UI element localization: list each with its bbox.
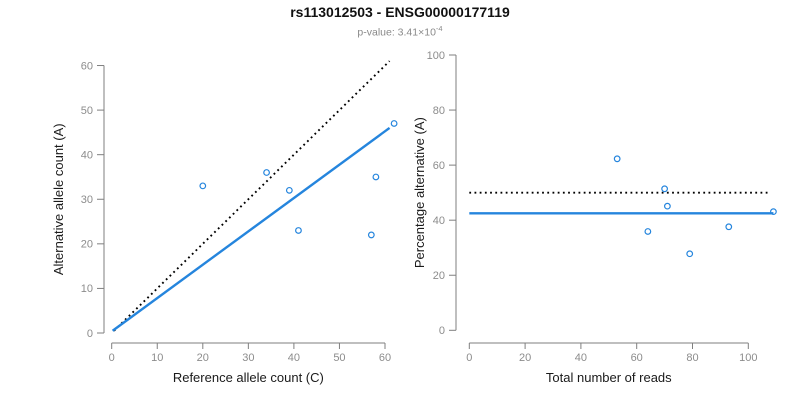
x-tick-label: 0 bbox=[109, 352, 115, 364]
x-tick-label: 60 bbox=[379, 352, 391, 364]
x-tick-label: 20 bbox=[197, 352, 209, 364]
y-tick-label: 0 bbox=[87, 328, 93, 340]
x-tick-label: 100 bbox=[739, 352, 757, 364]
y-tick-label: 20 bbox=[81, 239, 93, 251]
fit-line bbox=[111, 126, 391, 332]
data-point bbox=[613, 155, 621, 163]
chart-subtitle: p-value: 3.41×10-4 bbox=[0, 24, 800, 39]
data-point bbox=[285, 186, 293, 194]
y-axis-title: Percentage alternative (A) bbox=[412, 117, 427, 268]
x-tick-label: 30 bbox=[242, 352, 254, 364]
data-point bbox=[686, 250, 694, 258]
chart-title: rs113012503 - ENSG00000177119 bbox=[290, 4, 510, 20]
pvalue-exponent: -4 bbox=[435, 24, 443, 33]
x-tick-label: 50 bbox=[333, 352, 345, 364]
data-point bbox=[367, 231, 375, 239]
data-point bbox=[390, 120, 398, 127]
x-axis-title: Total number of reads bbox=[546, 370, 672, 385]
y-tick-label: 60 bbox=[81, 60, 93, 72]
data-point bbox=[199, 182, 207, 190]
data-point bbox=[725, 223, 733, 231]
data-point bbox=[663, 202, 671, 210]
x-tick-label: 20 bbox=[519, 352, 531, 364]
y-tick-label: 0 bbox=[439, 325, 445, 337]
data-point bbox=[372, 173, 380, 181]
x-tick-label: 10 bbox=[151, 352, 163, 364]
y-tick-label: 50 bbox=[81, 105, 93, 117]
data-point bbox=[770, 208, 777, 216]
data-point bbox=[263, 169, 270, 176]
x-tick-label: 40 bbox=[288, 352, 300, 364]
x-axis-title: Reference allele count (C) bbox=[173, 370, 324, 385]
x-tick-label: 60 bbox=[631, 352, 643, 364]
x-tick-label: 0 bbox=[466, 352, 472, 364]
y-tick-label: 30 bbox=[81, 194, 93, 206]
y-tick-label: 20 bbox=[433, 270, 445, 282]
data-point bbox=[295, 227, 302, 234]
x-tick-label: 40 bbox=[575, 352, 587, 364]
y-tick-label: 40 bbox=[433, 215, 445, 227]
data-point bbox=[661, 185, 668, 193]
pvalue-text: p-value: 3.41×10 bbox=[357, 26, 436, 39]
y-tick-label: 80 bbox=[433, 105, 445, 117]
y-tick-label: 40 bbox=[81, 149, 93, 161]
identity-line bbox=[113, 60, 391, 332]
y-tick-label: 10 bbox=[81, 283, 93, 295]
y-tick-label: 60 bbox=[433, 160, 445, 172]
y-tick-label: 100 bbox=[427, 50, 445, 62]
y-axis-title: Alternative allele count (A) bbox=[51, 123, 66, 275]
x-tick-label: 80 bbox=[686, 352, 698, 364]
data-point bbox=[644, 228, 652, 235]
